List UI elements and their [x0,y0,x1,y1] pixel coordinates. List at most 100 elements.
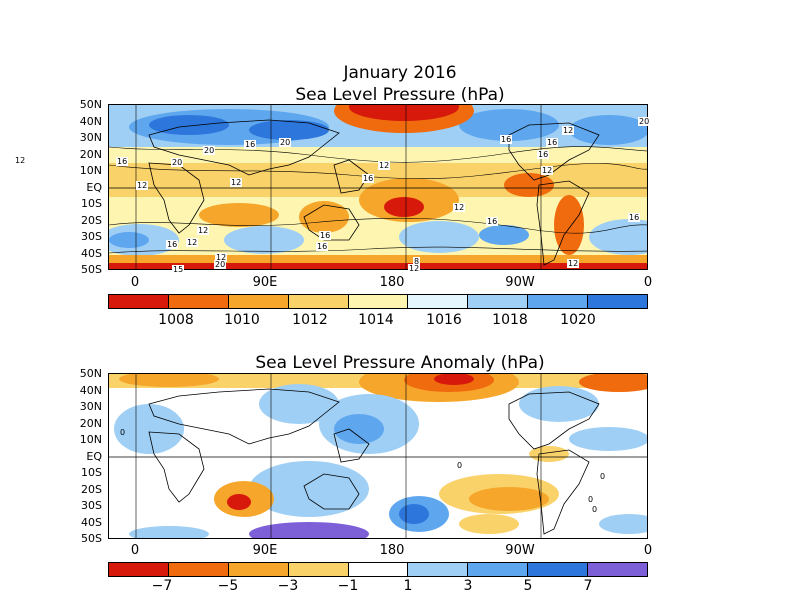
contour-label: 20 [203,146,216,155]
lat-label: 10S [81,466,102,479]
contour-label: 8 [413,257,421,266]
contour-label: 12 [453,203,466,212]
lon-label: 180 [379,275,405,290]
contour-label: 12 [186,238,199,247]
contour-label: 12 [136,181,149,190]
lat-label: 50S [81,263,102,276]
lat-label: 10S [81,197,102,210]
lat-label: EQ [86,181,102,194]
contour-label: 12 [408,264,421,273]
colorbar-swatch [408,295,469,308]
colorbar-label: 5 [523,578,533,594]
colorbar-label: −7 [151,578,173,594]
contour-label: 16 [537,150,550,159]
contour-label: 0 [592,505,598,514]
contour-label: 16 [628,213,641,222]
contour-label: 0 [457,461,463,470]
colorbar-swatch [168,295,229,308]
lon-label: 90E [252,275,278,290]
contour-label: 16 [244,140,257,149]
colorbar-swatch [528,563,589,576]
contour-label: 16 [486,217,499,226]
contour-label: 16 [166,240,179,249]
lon-label: 0 [130,275,140,290]
contour-label: 20 [214,260,227,269]
colorbar-swatch [468,295,529,308]
lat-label: 30N [79,131,102,144]
map-subtitle: Sea Level Pressure (hPa) [295,85,505,105]
contour-label: 0 [588,495,594,504]
lat-label: 20S [81,214,102,227]
lat-label: 20S [81,483,102,496]
lat-label: 40N [79,115,102,128]
lat-label: 40S [81,516,102,529]
colorbar-label: 1 [403,578,413,594]
colorbar-swatch [468,563,529,576]
colorbar-label: 1016 [426,312,462,328]
lat-label: 50N [79,98,102,111]
colorbar-swatch [588,295,648,308]
colorbar-label: 3 [463,578,473,594]
colorbar-swatch [588,563,648,576]
contour-label: 16 [546,138,559,147]
contour-label: 12 [541,166,554,175]
colorbar-swatch [228,563,289,576]
contour-label: 12 [197,226,210,235]
lat-label: 10N [79,433,102,446]
colorbar-label: 1014 [358,312,394,328]
lat-label: 30S [81,499,102,512]
colorbar [108,294,648,309]
lat-label: 50N [79,367,102,380]
lon-label: 90W [505,275,535,290]
lat-label: EQ [86,450,102,463]
colorbar-label: 1008 [158,312,194,328]
contour-label: 20 [279,138,292,147]
lat-label: 30N [79,400,102,413]
lat-label: 20N [79,148,102,161]
contour-label: 16 [500,135,513,144]
colorbar-label: −1 [337,578,359,594]
colorbar-swatch [288,295,349,308]
colorbar-label: 1010 [224,312,260,328]
lat-label: 50S [81,532,102,545]
colorbar-swatch [288,563,349,576]
colorbar-swatch [408,563,469,576]
contour-label: 12 [215,253,228,262]
lat-label: 10N [79,164,102,177]
lat-label: 20N [79,417,102,430]
lon-label: 0 [643,543,653,558]
contour-label: 12 [567,259,580,268]
map-title: Sea Level Pressure Anomaly (hPa) [255,353,545,373]
contour-label: 16 [316,242,329,251]
colorbar-swatch [348,295,409,308]
lon-label: 90E [252,543,278,558]
contour-label: 12 [378,161,391,170]
colorbar-swatch [168,563,229,576]
colorbar-label: −5 [217,578,239,594]
contour-label: 0 [120,428,126,437]
lon-label: 0 [643,275,653,290]
lat-label: 40S [81,247,102,260]
colorbar-label: −3 [277,578,299,594]
contour-label: 12 [562,126,575,135]
colorbar-swatch [348,563,409,576]
slp-anomaly-map [108,373,648,539]
lon-label: 180 [379,543,405,558]
lat-label: 40N [79,384,102,397]
map-title: January 2016 [343,63,457,83]
contour-label: 12 [230,178,243,187]
contour-label: 16 [362,174,375,183]
contour-label: 15 [172,265,185,274]
colorbar-label: 1020 [560,312,596,328]
lon-label: 0 [130,543,140,558]
colorbar-swatch [528,295,589,308]
contour-label: 20 [171,158,184,167]
colorbar-label: 1018 [492,312,528,328]
lat-label: 30S [81,230,102,243]
colorbar-label: 1012 [292,312,328,328]
contour-label: 16 [319,231,332,240]
contour-label: 0 [600,472,606,481]
colorbar-swatch [109,563,169,576]
colorbar-swatch [109,295,169,308]
colorbar-swatch [228,295,289,308]
